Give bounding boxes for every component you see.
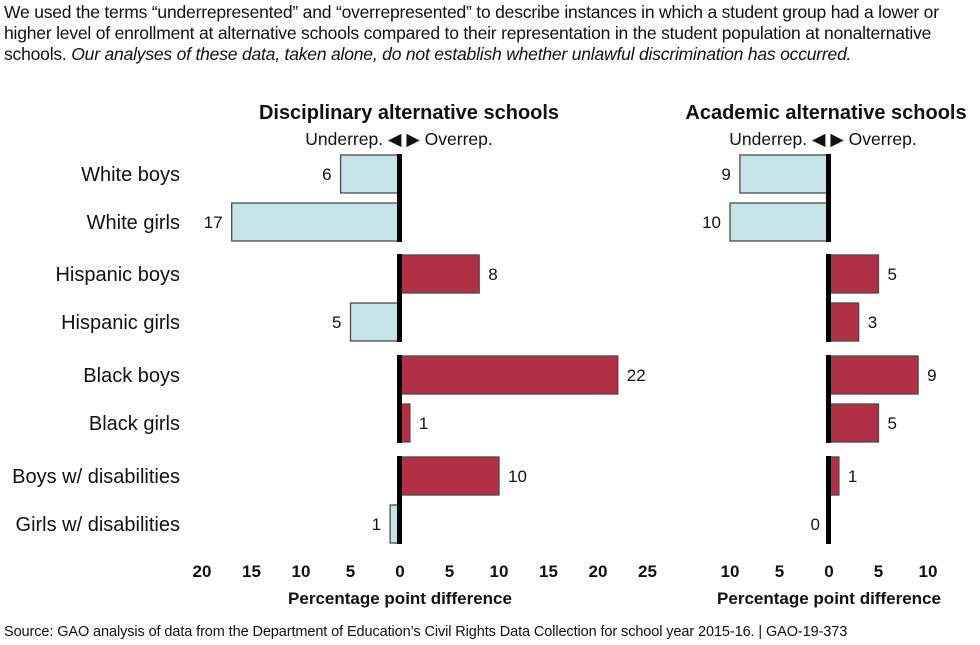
x-tick-label: 10	[721, 562, 740, 581]
x-tick-label: 25	[638, 562, 657, 581]
bar-academic-white-boys	[739, 154, 830, 194]
explanatory-note: We used the terms “underrepresented” and…	[4, 2, 976, 65]
underrep-label: Underrep.	[729, 129, 807, 149]
bar-disciplinary-black-boys	[399, 355, 619, 395]
bar-academic-black-girls	[828, 403, 880, 443]
value-label-disciplinary-black-boys: 22	[627, 366, 646, 385]
x-tick-label: 0	[395, 562, 404, 581]
x-tick-label: 15	[242, 562, 261, 581]
note-text: We used the terms “underrepresented” and…	[4, 2, 939, 64]
value-label-academic-black-boys: 9	[927, 366, 936, 385]
note-disclaimer: Our analyses of these data, taken alone,…	[71, 44, 852, 64]
row-label-black-girls: Black girls	[89, 413, 180, 435]
overrep-label: Overrep.	[425, 129, 493, 149]
bar-disciplinary-white-girls	[231, 202, 401, 242]
x-tick-label: 10	[490, 562, 509, 581]
row-labels: White boys White girls Hispanic boys Hispan…	[12, 164, 180, 536]
x-tick-label: 0	[824, 562, 833, 581]
zero-line-academic	[826, 456, 831, 544]
right-arrow-icon: ▶	[830, 129, 844, 149]
zero-line-academic	[826, 154, 831, 242]
x-tick-label: 15	[539, 562, 558, 581]
value-label-academic-black-girls: 5	[888, 414, 897, 433]
bar-academic-hispanic-girls	[828, 302, 860, 342]
x-ticks-academic: 10 5 0 5 10	[721, 562, 938, 581]
bar-disciplinary-boys-w-disabilities	[399, 456, 500, 496]
x-tick-label: 20	[589, 562, 608, 581]
bar-disciplinary-hispanic-boys	[399, 254, 480, 294]
value-label-disciplinary-white-girls: 17	[204, 213, 223, 232]
zero-line-disciplinary	[397, 355, 402, 443]
x-axis-label-disciplinary: Percentage point difference	[288, 589, 512, 608]
row-label-hispanic-girls: Hispanic girls	[61, 312, 180, 334]
row-label-black-boys: Black boys	[83, 365, 180, 387]
row-label-white-girls: White girls	[87, 212, 180, 234]
left-arrow-icon: ◀	[812, 129, 826, 149]
zero-line-disciplinary	[397, 456, 402, 544]
x-ticks-disciplinary: 20 15 10 5 0 5 10 15 20 25	[193, 562, 657, 581]
value-label-academic-hispanic-boys: 5	[888, 265, 897, 284]
bars-disciplinary: 6 17 8 5 22 1 10 1	[204, 154, 646, 544]
zero-line-disciplinary	[397, 154, 402, 242]
bar-academic-hispanic-boys	[828, 254, 880, 294]
row-label-white-boys: White boys	[81, 164, 180, 186]
source-note: Source: GAO analysis of data from the De…	[4, 624, 848, 640]
value-label-academic-white-boys: 9	[721, 165, 730, 184]
direction-label-disciplinary: Underrep. ◀ ▶ Overrep.	[305, 129, 492, 149]
row-label-girls-w-disabilities: Girls w/ disabilities	[16, 514, 180, 536]
zero-line-academic	[826, 254, 831, 342]
right-arrow-icon: ▶	[406, 129, 420, 149]
value-label-disciplinary-black-girls: 1	[419, 414, 428, 433]
panel-title-disciplinary: Disciplinary alternative schools	[259, 102, 559, 124]
x-tick-label: 5	[874, 562, 883, 581]
value-label-academic-white-girls: 10	[702, 213, 721, 232]
left-arrow-icon: ◀	[388, 129, 402, 149]
panel-disciplinary: Disciplinary alternative schools Underre…	[193, 102, 657, 608]
x-tick-label: 5	[775, 562, 784, 581]
x-tick-label: 5	[346, 562, 355, 581]
value-label-disciplinary-white-boys: 6	[322, 165, 331, 184]
underrep-label: Underrep.	[305, 129, 383, 149]
panel-academic: Academic alternative schools Underrep. ◀…	[685, 102, 966, 608]
zero-line-disciplinary	[397, 254, 402, 342]
overrep-label: Overrep.	[849, 129, 917, 149]
zero-line-academic	[826, 355, 831, 443]
bar-disciplinary-white-boys	[339, 154, 401, 194]
x-axis-label-academic: Percentage point difference	[717, 589, 941, 608]
bar-academic-black-boys	[828, 355, 919, 395]
value-label-academic-hispanic-girls: 3	[868, 313, 877, 332]
value-label-disciplinary-hispanic-boys: 8	[488, 265, 497, 284]
bar-academic-white-girls	[729, 202, 830, 242]
x-tick-label: 20	[193, 562, 212, 581]
x-tick-label: 10	[919, 562, 938, 581]
bar-disciplinary-hispanic-girls	[349, 302, 401, 342]
panel-title-academic: Academic alternative schools	[685, 102, 966, 124]
x-tick-label: 5	[445, 562, 454, 581]
row-label-hispanic-boys: Hispanic boys	[55, 264, 180, 286]
value-label-disciplinary-hispanic-girls: 5	[332, 313, 341, 332]
direction-label-academic: Underrep. ◀ ▶ Overrep.	[729, 129, 916, 149]
value-label-disciplinary-boys-w-disabilities: 10	[508, 467, 527, 486]
value-label-academic-girls-w-disabilities: 0	[811, 515, 820, 534]
value-label-disciplinary-girls-w-disabilities: 1	[372, 515, 381, 534]
row-label-boys-w-disabilities: Boys w/ disabilities	[12, 466, 180, 488]
x-tick-label: 10	[292, 562, 311, 581]
value-label-academic-boys-w-disabilities: 1	[848, 467, 857, 486]
